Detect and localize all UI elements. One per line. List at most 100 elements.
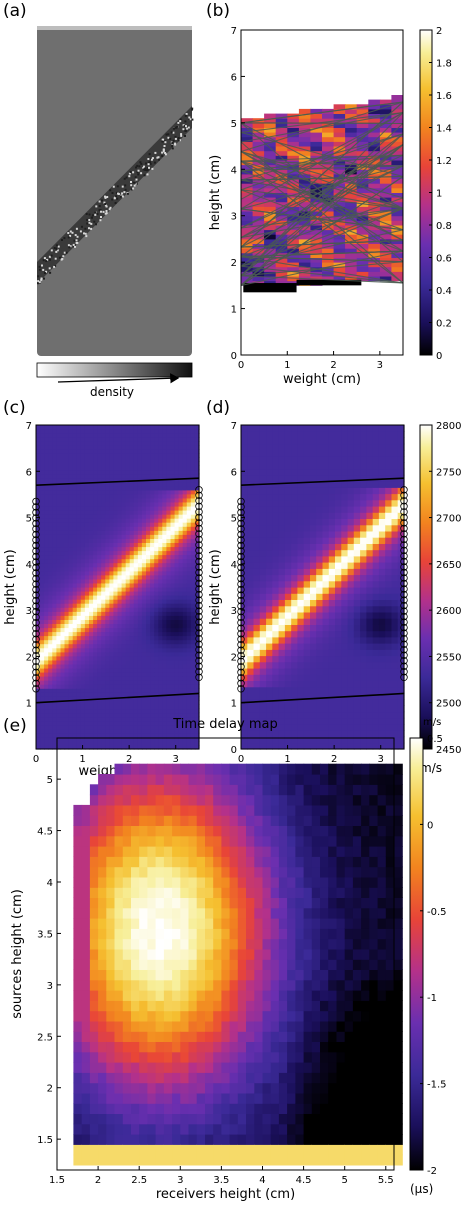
heatmap-cell [117, 489, 123, 495]
heatmap-cell [182, 696, 188, 701]
heatmap-cell [316, 487, 324, 495]
heatmap-cell [68, 591, 74, 596]
heatmap-cell [101, 429, 106, 434]
heatmap-cell [186, 530, 192, 535]
heatmap-cell [158, 607, 163, 612]
heatmap-cell [133, 647, 139, 653]
heatmap-cell [150, 574, 155, 580]
heatmap-cell [297, 555, 305, 563]
heatmap-cell [316, 599, 324, 607]
heatmap-cell [72, 736, 78, 742]
heatmap-cell [44, 457, 49, 462]
heatmap-cell [84, 546, 90, 552]
heatmap-cell [56, 506, 62, 511]
heatmap-cell [284, 462, 292, 470]
heatmap-cell [64, 716, 70, 722]
heatmap-cell [97, 566, 102, 572]
heatmap-cell [36, 651, 41, 657]
heatmap-cell [60, 485, 66, 491]
heatmap-cell [272, 487, 280, 495]
speckle-dot [38, 268, 41, 271]
heatmap-cell [129, 473, 135, 479]
heatmap-cell [137, 639, 143, 645]
heatmap-cell [93, 578, 98, 584]
speckle-dot [171, 147, 174, 150]
heatmap-cell [44, 672, 49, 677]
heatmap-cell [241, 425, 248, 432]
heatmap-cell [146, 566, 151, 572]
heatmap-cell [101, 732, 106, 738]
heatmap-cell [141, 607, 147, 612]
heatmap-cell [158, 425, 163, 430]
heatmap-cell [68, 664, 74, 669]
heatmap-cell [141, 526, 147, 531]
heatmap-cell [253, 574, 261, 582]
heatmap-cell [333, 127, 346, 133]
heatmap-cell [182, 704, 188, 710]
heatmap-cell [64, 745, 70, 750]
heatmap-cell [141, 676, 147, 681]
heatmap-cell [97, 574, 102, 580]
heatmap-cell [162, 465, 167, 471]
heatmap-cell [322, 736, 330, 744]
heatmap-cell [310, 456, 317, 463]
heatmap-cell [125, 692, 131, 697]
heatmap-cell [166, 497, 172, 503]
heatmap-cell [44, 716, 49, 722]
heatmap-cell [322, 574, 330, 582]
heatmap-cell [97, 692, 102, 697]
heatmap-cell [76, 623, 82, 629]
heatmap-cell [84, 740, 90, 746]
ray-path [240, 154, 404, 172]
heatmap-cell [322, 605, 330, 613]
heatmap-cell [93, 684, 98, 689]
speckle-dot [93, 220, 96, 223]
heatmap-cell [101, 664, 106, 669]
heatmap-cell [72, 611, 78, 616]
heatmap-cell [84, 583, 90, 588]
heatmap-cell [84, 708, 90, 714]
heatmap-cell [129, 514, 135, 519]
heatmap-cell [158, 736, 163, 742]
heatmap-cell [284, 705, 292, 713]
heatmap-cell [109, 619, 115, 624]
heatmap-cell [333, 248, 346, 254]
heatmap-cell [178, 461, 184, 466]
heatmap-cell [80, 433, 86, 438]
heatmap-cell [101, 651, 106, 657]
heatmap-cell [60, 425, 66, 430]
heatmap-cell [97, 720, 102, 726]
heatmap-cell [316, 649, 324, 657]
colorbar-tick-label: 1 [436, 189, 442, 200]
heatmap-cell [48, 465, 53, 471]
heatmap-cell [284, 736, 292, 744]
heatmap-cell [44, 639, 49, 645]
heatmap-cell [80, 716, 86, 722]
heatmap-cell [182, 740, 188, 746]
heatmap-cell [328, 530, 336, 538]
heatmap-cell [121, 437, 127, 442]
heatmap-cell [247, 686, 255, 694]
heatmap-cell [247, 655, 255, 663]
heatmap-cell [297, 611, 305, 619]
heatmap-cell [243, 283, 297, 293]
ray-path [240, 207, 404, 229]
heatmap-cell [48, 429, 53, 434]
heatmap-cell [121, 469, 127, 475]
heatmap-cell [76, 732, 82, 738]
heatmap-cell [146, 441, 151, 446]
heatmap-cell [68, 485, 74, 491]
heatmap-cell [391, 183, 404, 189]
heatmap-cell [125, 502, 131, 507]
heatmap-cell [158, 493, 163, 499]
heatmap-cell [190, 631, 196, 637]
heatmap-cell [113, 712, 119, 718]
heatmap-cell [109, 724, 115, 730]
heatmap-cell [121, 497, 127, 503]
heatmap-cell [60, 574, 66, 580]
heatmap-cell [48, 680, 53, 685]
heatmap-cell [52, 583, 57, 588]
panel-label-a: (a) [3, 1, 27, 21]
heatmap-cell [40, 558, 45, 564]
heatmap-cell [137, 497, 143, 503]
